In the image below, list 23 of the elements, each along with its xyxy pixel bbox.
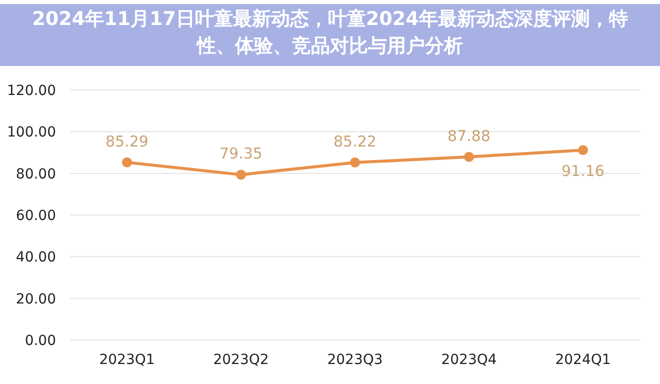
point — [464, 152, 474, 162]
data-label: 85.29 — [106, 132, 148, 150]
y-tick-label: 0.00 — [24, 333, 56, 349]
x-tick-label: 2023Q1 — [99, 352, 155, 368]
y-tick-label: 80.00 — [16, 166, 56, 182]
y-tick-label: 100.00 — [7, 124, 56, 141]
y-tick-label: 20.00 — [16, 291, 56, 308]
y-tick-label: 60.00 — [16, 208, 56, 224]
point — [236, 170, 246, 180]
x-tick-label: 2024Q1 — [555, 352, 611, 368]
data-label: 87.88 — [448, 126, 490, 145]
y-tick-label: 40.00 — [16, 250, 56, 266]
data-label: 79.35 — [220, 144, 262, 163]
point — [122, 157, 132, 168]
x-tick-label: 2023Q2 — [213, 352, 269, 368]
chart-title: 2024年11月17日叶童最新动态，叶童2024年最新动态深度评测，特性、体验、竞品对比与用户分析 — [31, 7, 629, 59]
x-tick-label: 2023Q3 — [327, 352, 383, 368]
y-tick-label: 120.00 — [7, 83, 56, 99]
data-label: 85.22 — [334, 132, 376, 150]
point — [350, 157, 360, 168]
data-label: 91.16 — [562, 162, 604, 180]
point — [578, 145, 588, 156]
x-tick-label: 2023Q4 — [441, 352, 497, 368]
